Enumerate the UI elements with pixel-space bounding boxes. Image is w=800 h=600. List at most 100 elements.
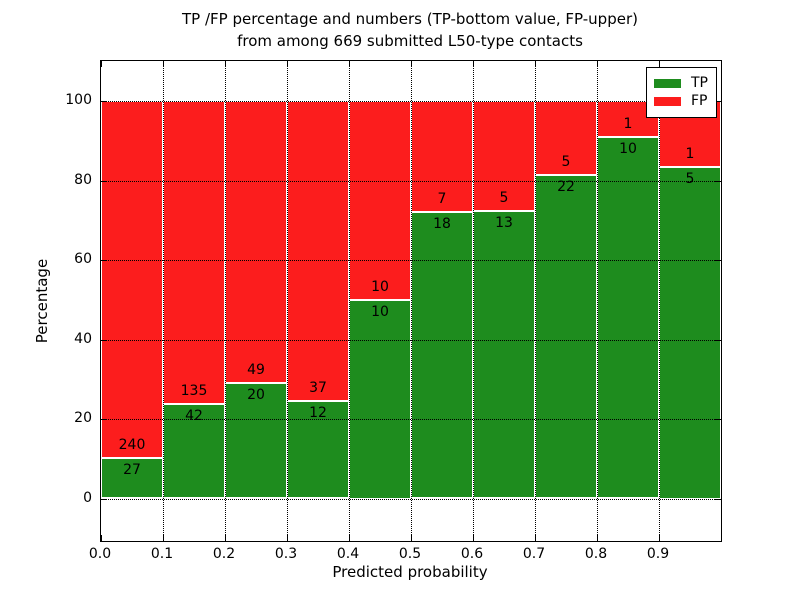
y-gridline bbox=[101, 260, 721, 261]
fp-count-label: 7 bbox=[437, 191, 447, 208]
fp-count-label: 37 bbox=[309, 380, 327, 397]
y-gridline bbox=[101, 419, 721, 420]
y-tick-label: 40 bbox=[74, 330, 92, 347]
legend-entry: TP bbox=[654, 76, 708, 91]
x-axis-label: Predicted probability bbox=[332, 563, 488, 581]
y-tick-mark bbox=[101, 339, 107, 341]
chart-title-line1: TP /FP percentage and numbers (TP-bottom… bbox=[182, 10, 638, 28]
y-axis-label: Percentage bbox=[33, 258, 51, 344]
tp-count-label: 27 bbox=[123, 462, 141, 479]
x-tick-mark bbox=[349, 535, 350, 541]
y-tick-mark bbox=[101, 260, 107, 261]
fp-bar-segment bbox=[287, 101, 349, 402]
gridlines-layer bbox=[101, 61, 721, 541]
y-tick-mark bbox=[715, 339, 721, 341]
x-tick-mark bbox=[473, 535, 474, 541]
tp-count-label: 22 bbox=[557, 178, 575, 195]
x-tick-mark bbox=[597, 61, 598, 67]
bar-labels-layer: 240 27 135 42 49 20 37 12 10 10 7 18 5 13 5 22 1 10 1 5 bbox=[101, 61, 721, 541]
x-gridline bbox=[535, 61, 536, 541]
chart-title-line2: from among 669 submitted L50-type contac… bbox=[237, 32, 583, 50]
x-tick-mark bbox=[597, 535, 598, 541]
plot-area: 240 27 135 42 49 20 37 12 10 10 7 18 5 13 5 22 1 10 1 5 TP F… bbox=[100, 60, 722, 542]
bars-layer bbox=[101, 61, 721, 541]
fp-bar-segment bbox=[101, 101, 163, 459]
x-gridline bbox=[659, 61, 660, 541]
x-tick-mark bbox=[225, 535, 226, 541]
x-tick-mark bbox=[535, 535, 536, 541]
x-tick-label: 0.5 bbox=[398, 546, 422, 562]
y-tick-mark bbox=[101, 101, 107, 102]
y-tick-mark bbox=[101, 180, 107, 182]
x-tick-label: 0.7 bbox=[522, 546, 546, 562]
y-tick-mark bbox=[715, 260, 721, 261]
fp-bar-segment bbox=[473, 101, 535, 212]
y-tick-label: 0 bbox=[83, 489, 92, 506]
fp-count-label: 1 bbox=[623, 116, 633, 133]
x-tick-mark bbox=[287, 535, 288, 541]
x-gridline bbox=[349, 61, 350, 541]
y-tick-mark bbox=[101, 419, 107, 420]
tp-legend-swatch bbox=[654, 79, 681, 88]
x-tick-mark bbox=[659, 61, 660, 67]
x-tick-label: 0.3 bbox=[274, 546, 298, 562]
tp-count-label: 5 bbox=[685, 171, 695, 188]
x-tick-mark bbox=[473, 61, 474, 67]
fp-count-label: 135 bbox=[180, 383, 208, 400]
tp-bar-segment bbox=[411, 212, 473, 499]
fp-bar-segment bbox=[225, 101, 287, 384]
tp-bar-segment bbox=[597, 137, 659, 499]
x-gridline bbox=[225, 61, 226, 541]
fp-bar-segment bbox=[163, 101, 225, 405]
fp-count-label: 49 bbox=[247, 362, 265, 379]
legend-label: FP bbox=[691, 93, 708, 109]
fp-bar-segment bbox=[349, 101, 411, 300]
x-tick-mark bbox=[101, 535, 102, 541]
x-tick-mark bbox=[287, 61, 288, 67]
x-tick-label: 0.9 bbox=[646, 546, 670, 562]
tp-count-label: 13 bbox=[495, 215, 513, 232]
fp-count-label: 240 bbox=[118, 437, 146, 454]
tp-bar-segment bbox=[101, 458, 163, 499]
x-gridline bbox=[411, 61, 412, 541]
tp-count-label: 10 bbox=[619, 141, 637, 158]
x-tick-mark bbox=[163, 61, 164, 67]
legend-entry: FP bbox=[654, 94, 708, 109]
x-tick-label: 0.8 bbox=[584, 546, 608, 562]
tp-count-label: 10 bbox=[371, 303, 389, 320]
y-tick-mark bbox=[101, 498, 107, 500]
x-tick-mark bbox=[349, 61, 350, 67]
ticks-layer bbox=[101, 61, 721, 541]
legend-label: TP bbox=[691, 75, 708, 91]
y-gridline bbox=[101, 498, 721, 500]
x-gridline bbox=[163, 61, 164, 541]
x-tick-mark bbox=[411, 61, 412, 67]
x-tick-label: 0.1 bbox=[150, 546, 174, 562]
y-tick-label: 80 bbox=[74, 171, 92, 188]
x-tick-mark bbox=[411, 535, 412, 541]
x-tick-mark bbox=[225, 61, 226, 67]
fp-count-label: 5 bbox=[561, 153, 571, 170]
y-tick-label: 20 bbox=[74, 410, 92, 426]
y-tick-mark bbox=[715, 101, 721, 102]
x-tick-label: 0.2 bbox=[212, 546, 236, 562]
tp-bar-segment bbox=[659, 167, 721, 499]
x-gridline bbox=[597, 61, 598, 541]
fp-bar-segment bbox=[411, 101, 473, 213]
x-gridline bbox=[287, 61, 288, 541]
tp-count-label: 42 bbox=[185, 408, 203, 425]
fp-legend-swatch bbox=[654, 97, 681, 106]
x-tick-mark bbox=[535, 61, 536, 67]
fp-count-label: 1 bbox=[685, 146, 695, 163]
tp-count-label: 12 bbox=[309, 405, 327, 422]
x-tick-label: 0.6 bbox=[460, 546, 484, 562]
x-tick-mark bbox=[163, 535, 164, 541]
y-tick-mark bbox=[715, 498, 721, 500]
y-gridline bbox=[101, 339, 721, 341]
y-gridline bbox=[101, 101, 721, 102]
x-tick-label: 0.4 bbox=[336, 546, 360, 562]
y-tick-mark bbox=[715, 419, 721, 420]
fp-count-label: 10 bbox=[371, 278, 389, 295]
x-tick-label: 0.0 bbox=[88, 546, 112, 562]
